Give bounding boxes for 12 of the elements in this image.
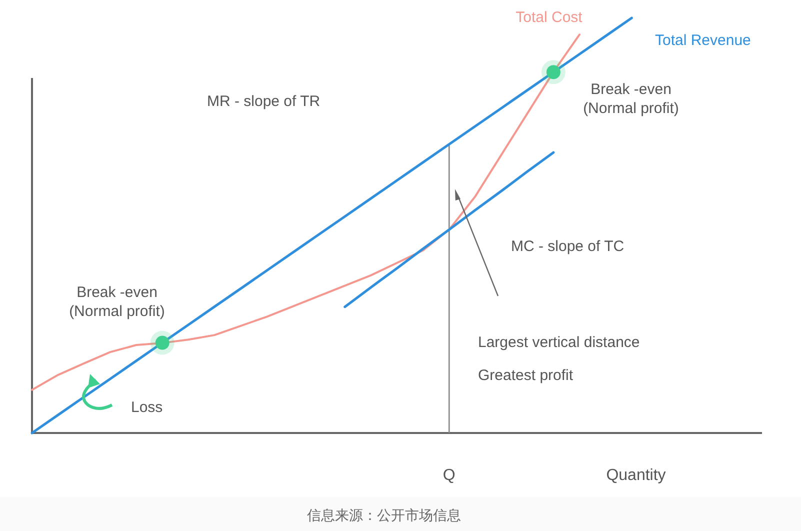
annotation: Loss <box>131 399 163 416</box>
annotation: MR - slope of TR <box>207 93 320 110</box>
annotation: Break -even (Normal profit) <box>69 284 165 320</box>
annotation: MC - slope of TC <box>511 238 624 255</box>
series-label: Total Cost <box>516 9 584 26</box>
text: 信息来源：公开市场信息 <box>307 507 461 523</box>
annotation: Greatest profit <box>478 367 574 384</box>
x-axis-title: Quantity <box>606 467 666 484</box>
annotation: Largest vertical distance <box>478 334 640 351</box>
text: Q <box>442 467 456 484</box>
series-label: Total Revenue <box>655 32 751 49</box>
annotation: Break -even (Normal profit) <box>583 81 679 117</box>
